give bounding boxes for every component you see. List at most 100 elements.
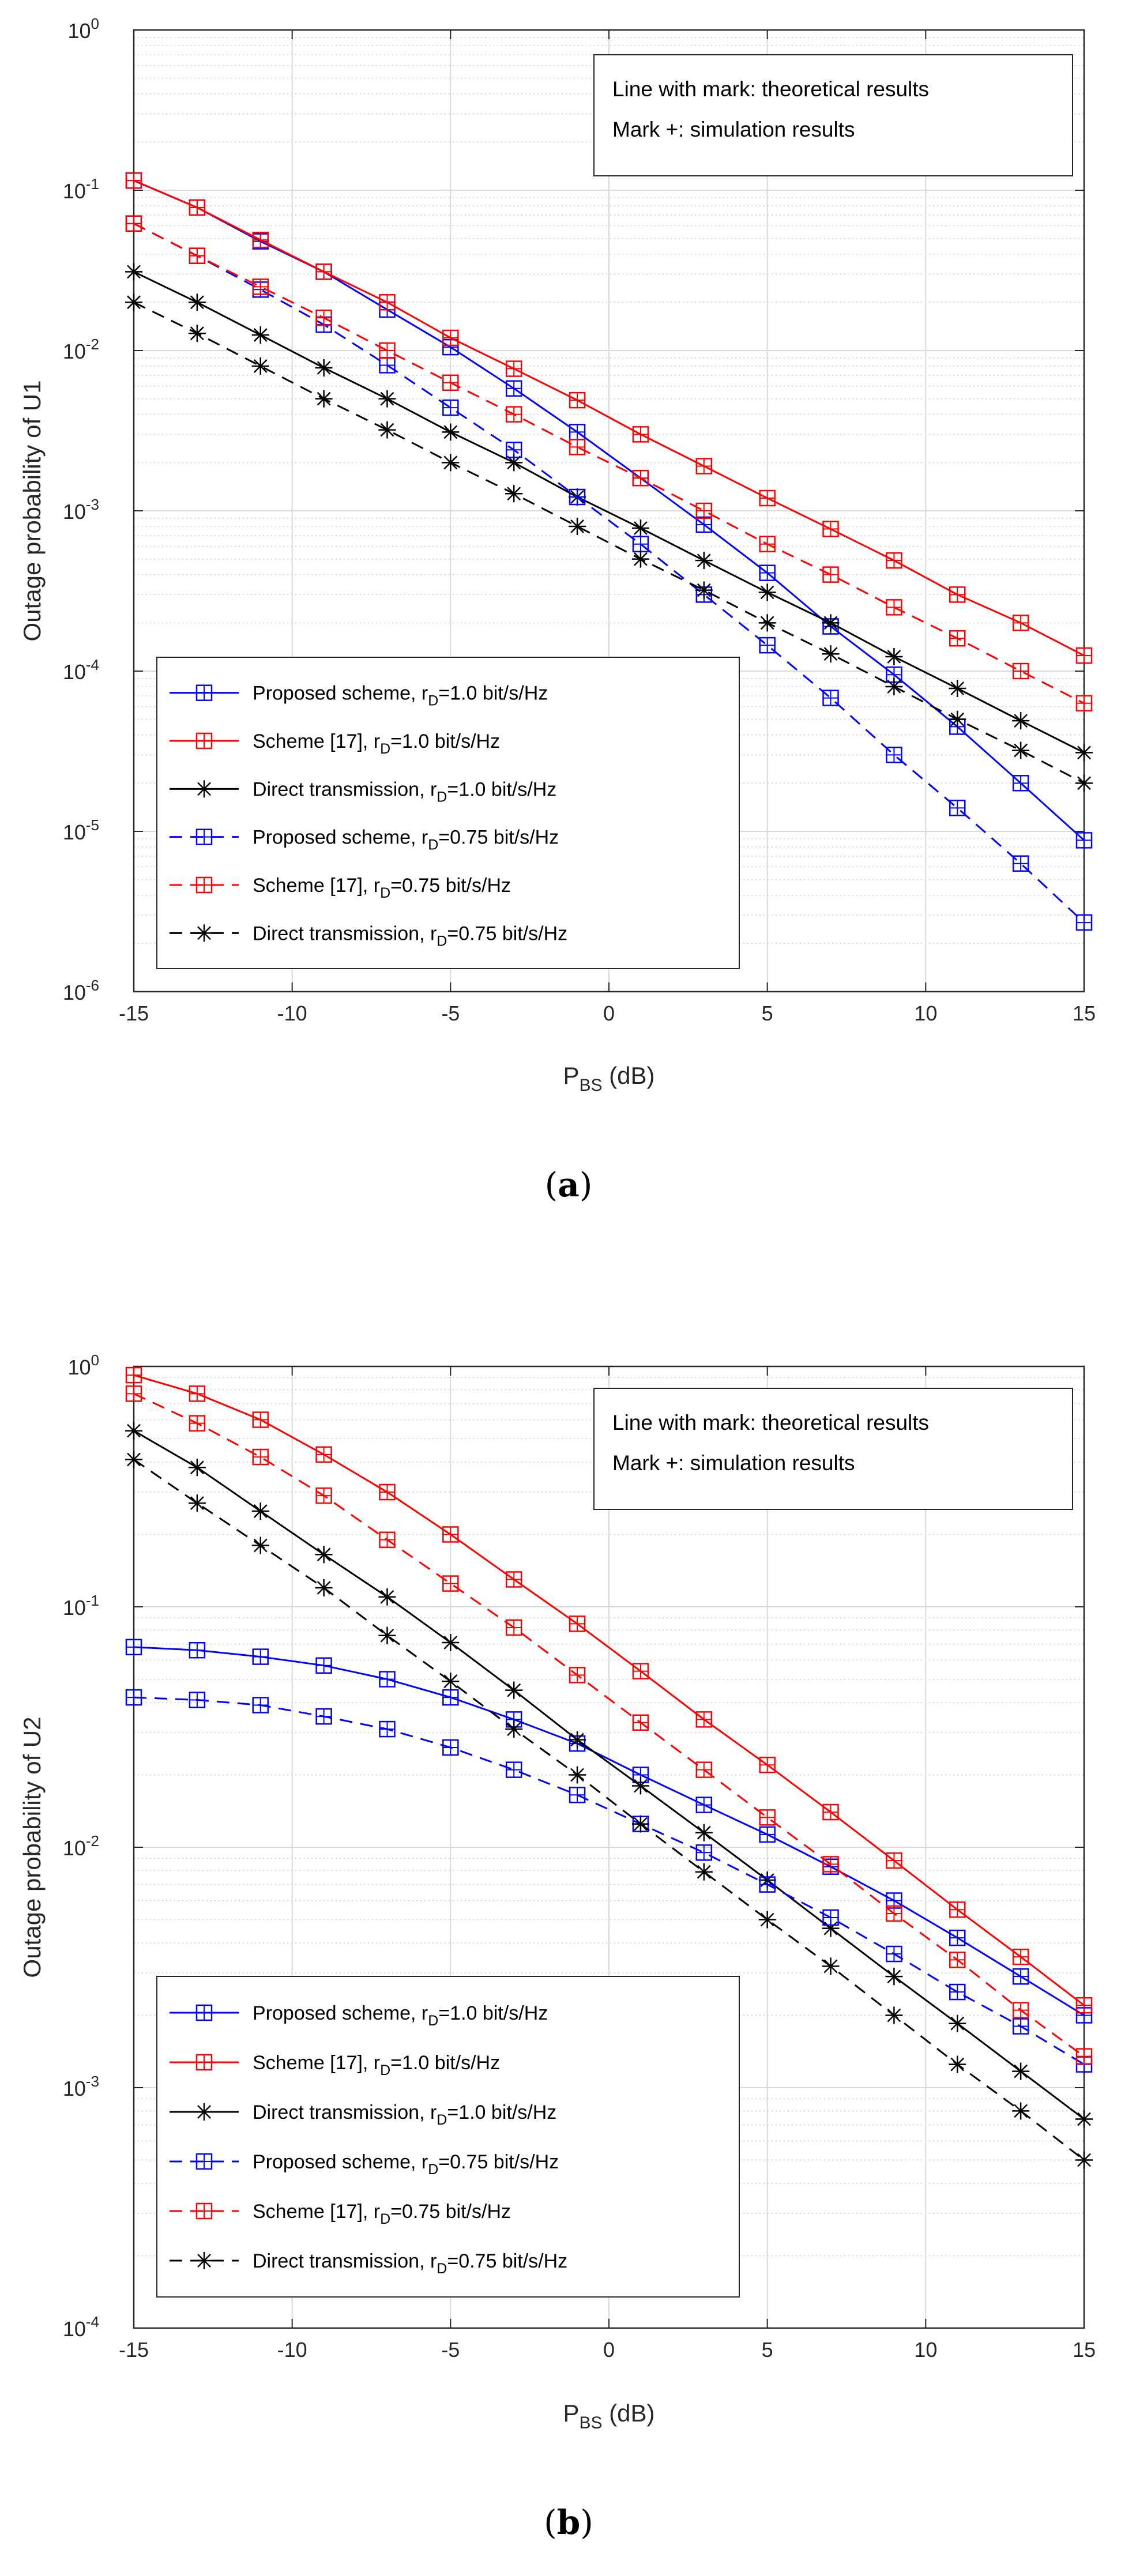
- legend-label: Scheme [17], rD=0.75 bit/s/Hz: [253, 875, 511, 901]
- legend-label-rate: =1.0 bit/s/Hz: [438, 683, 548, 705]
- data-point: [631, 550, 649, 568]
- data-point: [125, 1689, 142, 1706]
- panel-caption: (b): [544, 2503, 593, 2542]
- data-point: [632, 470, 649, 487]
- y-tick-label: 10-3: [63, 496, 99, 524]
- x-axis-label-subscript: BS: [579, 2413, 602, 2432]
- marker-star-stroke: [507, 455, 521, 470]
- legend-label-rate: =0.75 bit/s/Hz: [438, 2151, 559, 2173]
- data-point: [695, 1844, 713, 1861]
- legend-entry: Direct transmission, rD=0.75 bit/s/Hz: [170, 922, 567, 949]
- data-point: [759, 564, 776, 581]
- marker-star-stroke: [1014, 2064, 1028, 2078]
- marker-star-stroke: [634, 1817, 648, 1831]
- marker-star-stroke: [634, 1779, 648, 1793]
- marker-star-stroke: [887, 680, 901, 694]
- series-line: [133, 1374, 1085, 2006]
- marker-star-stroke: [253, 1538, 268, 1553]
- data-point: [505, 1571, 522, 1588]
- data-point: [886, 747, 902, 763]
- y-tick-exponent: -3: [86, 2073, 99, 2090]
- data-point: [505, 442, 522, 458]
- series-2: [125, 263, 1093, 762]
- y-tick-exponent: -4: [86, 2313, 99, 2330]
- legend-label-text: Direct transmission, r: [253, 2102, 437, 2123]
- data-point: [695, 458, 713, 474]
- y-tick-exponent: 0: [91, 1351, 99, 1369]
- data-point: [315, 310, 332, 326]
- data-point: [758, 614, 776, 632]
- data-point: [885, 677, 903, 695]
- x-tick-label: 0: [603, 1001, 615, 1025]
- marker-star-stroke: [697, 1865, 711, 1879]
- series-2: [125, 1422, 1093, 2128]
- legend-label-rate: =1.0 bit/s/Hz: [438, 2002, 548, 2024]
- caption-letter: b: [557, 2503, 581, 2542]
- series-group: [125, 172, 1093, 931]
- data-point: [315, 1487, 332, 1504]
- legend-label-text: Proposed scheme, r: [253, 827, 428, 849]
- data-point: [125, 1366, 142, 1384]
- annotation-line: Line with mark: theoretical results: [612, 77, 929, 101]
- marker-star-stroke: [950, 2057, 965, 2072]
- marker-star-stroke: [507, 1683, 521, 1697]
- legend-label-text: Scheme [17], r: [253, 875, 380, 897]
- series-line: [133, 223, 1085, 924]
- data-point: [949, 1983, 966, 2001]
- data-point: [822, 1957, 840, 1975]
- y-axis-label: Outage probability of U2: [18, 1717, 46, 1978]
- data-point: [1075, 2048, 1093, 2065]
- data-point: [822, 645, 840, 663]
- legend-label-text: Direct transmission, r: [253, 2250, 437, 2272]
- series-line: [133, 1459, 1085, 2161]
- marker-star-stroke: [1014, 2104, 1028, 2118]
- data-point: [759, 1756, 776, 1773]
- data-point: [1012, 741, 1030, 759]
- series-line: [133, 179, 1085, 657]
- data-point: [569, 1766, 586, 1784]
- x-axis-label: PBS (dB): [563, 2400, 654, 2432]
- data-point: [885, 2006, 903, 2024]
- marker-star-stroke: [380, 1628, 394, 1643]
- annotation-line: Line with mark: theoretical results: [612, 1411, 929, 1434]
- marker-star-stroke: [317, 1547, 331, 1562]
- legend-swatch-marker: [195, 924, 213, 942]
- y-tick-exponent: 0: [91, 15, 99, 32]
- marker-star-stroke: [127, 295, 141, 310]
- legend-label-subscript: D: [380, 2211, 390, 2227]
- legend-label-subscript: D: [437, 2112, 447, 2128]
- legend-swatch-marker: [195, 2202, 213, 2220]
- series-group: [125, 1366, 1093, 2169]
- data-point: [886, 552, 902, 569]
- data-point: [1075, 832, 1093, 849]
- legend-label-subscript: D: [380, 2062, 390, 2078]
- data-point: [569, 488, 586, 506]
- legend-label-rate: =1.0 bit/s/Hz: [447, 778, 556, 800]
- legend-label-rate: =0.75 bit/s/Hz: [447, 2250, 567, 2272]
- data-point: [632, 1714, 649, 1731]
- legend-label-text: Scheme [17], r: [253, 2052, 380, 2074]
- data-point: [1012, 775, 1029, 792]
- marker-star-stroke: [253, 328, 268, 342]
- data-point: [1012, 1968, 1029, 1985]
- data-point: [949, 679, 966, 697]
- marker-star-stroke: [760, 616, 774, 630]
- data-point: [379, 1531, 396, 1549]
- series-5: [125, 293, 1093, 792]
- legend-label: Scheme [17], rD=1.0 bit/s/Hz: [253, 730, 500, 757]
- x-tick-label: 5: [762, 2338, 773, 2362]
- data-point: [379, 342, 396, 359]
- data-point: [1075, 2151, 1093, 2169]
- data-point: [569, 517, 586, 535]
- data-point: [885, 1968, 903, 1986]
- marker-star-stroke: [507, 1722, 521, 1736]
- x-tick-label: -15: [119, 2338, 149, 2362]
- marker-star-stroke: [197, 926, 211, 940]
- caption-letter: a: [558, 1165, 580, 1204]
- data-point: [252, 1697, 269, 1713]
- marker-star-stroke: [760, 585, 774, 600]
- data-point: [631, 519, 649, 537]
- y-tick-exponent: -3: [86, 496, 99, 513]
- legend-label-rate: =0.75 bit/s/Hz: [447, 922, 567, 944]
